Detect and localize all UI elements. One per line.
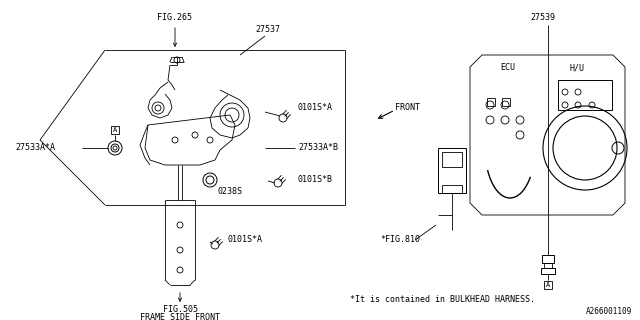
Text: 27533A*A: 27533A*A	[15, 143, 55, 153]
Bar	[502, 98, 510, 106]
Bar	[487, 98, 495, 106]
Text: FIG.265: FIG.265	[157, 13, 193, 22]
Text: 27537: 27537	[255, 26, 280, 35]
Text: 0101S*A: 0101S*A	[228, 236, 263, 244]
Text: 0238S: 0238S	[218, 188, 243, 196]
Text: *It is contained in BULKHEAD HARNESS.: *It is contained in BULKHEAD HARNESS.	[350, 295, 535, 305]
Text: FIG.505: FIG.505	[163, 306, 198, 315]
Bar	[542, 255, 554, 263]
Text: 0101S*B: 0101S*B	[298, 175, 333, 185]
Text: 27539: 27539	[530, 13, 555, 22]
Text: 0101S*A: 0101S*A	[298, 103, 333, 113]
Text: *FIG.810: *FIG.810	[380, 236, 420, 244]
Text: FRAME SIDE FRONT: FRAME SIDE FRONT	[140, 313, 220, 320]
Bar	[438, 148, 466, 193]
Text: A: A	[546, 282, 550, 288]
Text: H/U: H/U	[570, 63, 585, 73]
Text: A: A	[113, 127, 117, 133]
Bar	[558, 80, 612, 110]
Bar	[442, 185, 462, 193]
Text: 27533A*B: 27533A*B	[298, 143, 338, 153]
Text: FRONT: FRONT	[395, 103, 420, 113]
Text: A266001109: A266001109	[586, 308, 632, 316]
Bar	[442, 152, 462, 167]
Bar	[541, 268, 555, 274]
Text: ECU: ECU	[500, 63, 515, 73]
